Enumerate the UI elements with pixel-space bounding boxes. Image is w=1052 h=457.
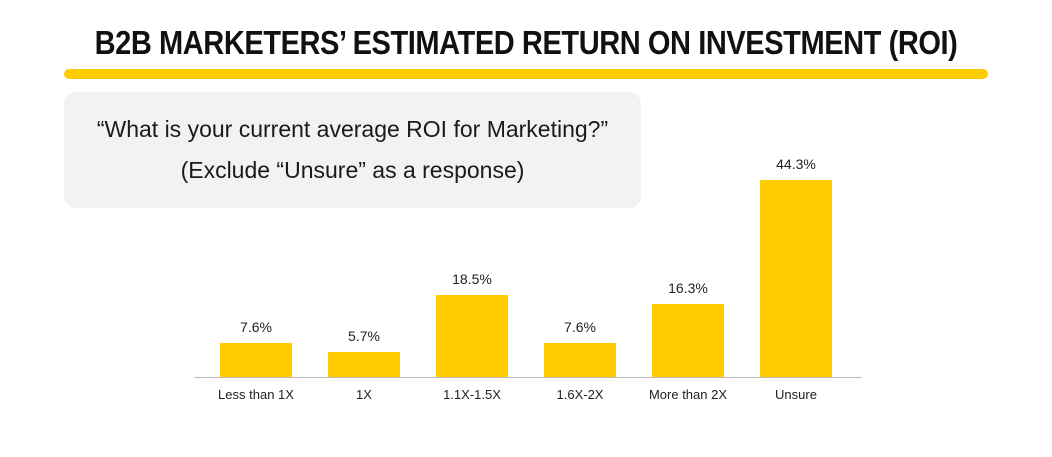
bar-value-label: 16.3% (668, 280, 708, 296)
chart-title: B2B MARKETERS’ ESTIMATED RETURN ON INVES… (94, 24, 958, 61)
bar-value-label: 18.5% (452, 271, 492, 287)
category-label: More than 2X (648, 387, 728, 402)
bar (652, 304, 724, 377)
bar-value-label: 7.6% (240, 319, 272, 335)
bar-value-label: 7.6% (564, 319, 596, 335)
category-label: Unsure (775, 387, 817, 402)
bar-value-label: 44.3% (776, 156, 816, 172)
question-callout: “What is your current average ROI for Ma… (64, 92, 641, 208)
bar (328, 352, 400, 377)
bar (760, 180, 832, 377)
category-label: 1X (356, 387, 372, 402)
bar (220, 343, 292, 377)
question-note: (Exclude “Unsure” as a response) (180, 157, 525, 183)
bar (436, 295, 508, 377)
category-label: 1.6X-2X (556, 387, 604, 402)
bar (544, 343, 616, 377)
bar-value-label: 5.7% (348, 328, 380, 344)
category-label: Less than 1X (218, 387, 294, 402)
question-text: “What is your current average ROI for Ma… (96, 116, 609, 142)
x-axis-line (194, 377, 862, 378)
title-underline (64, 69, 988, 79)
category-label: 1.1X-1.5X (443, 387, 501, 402)
